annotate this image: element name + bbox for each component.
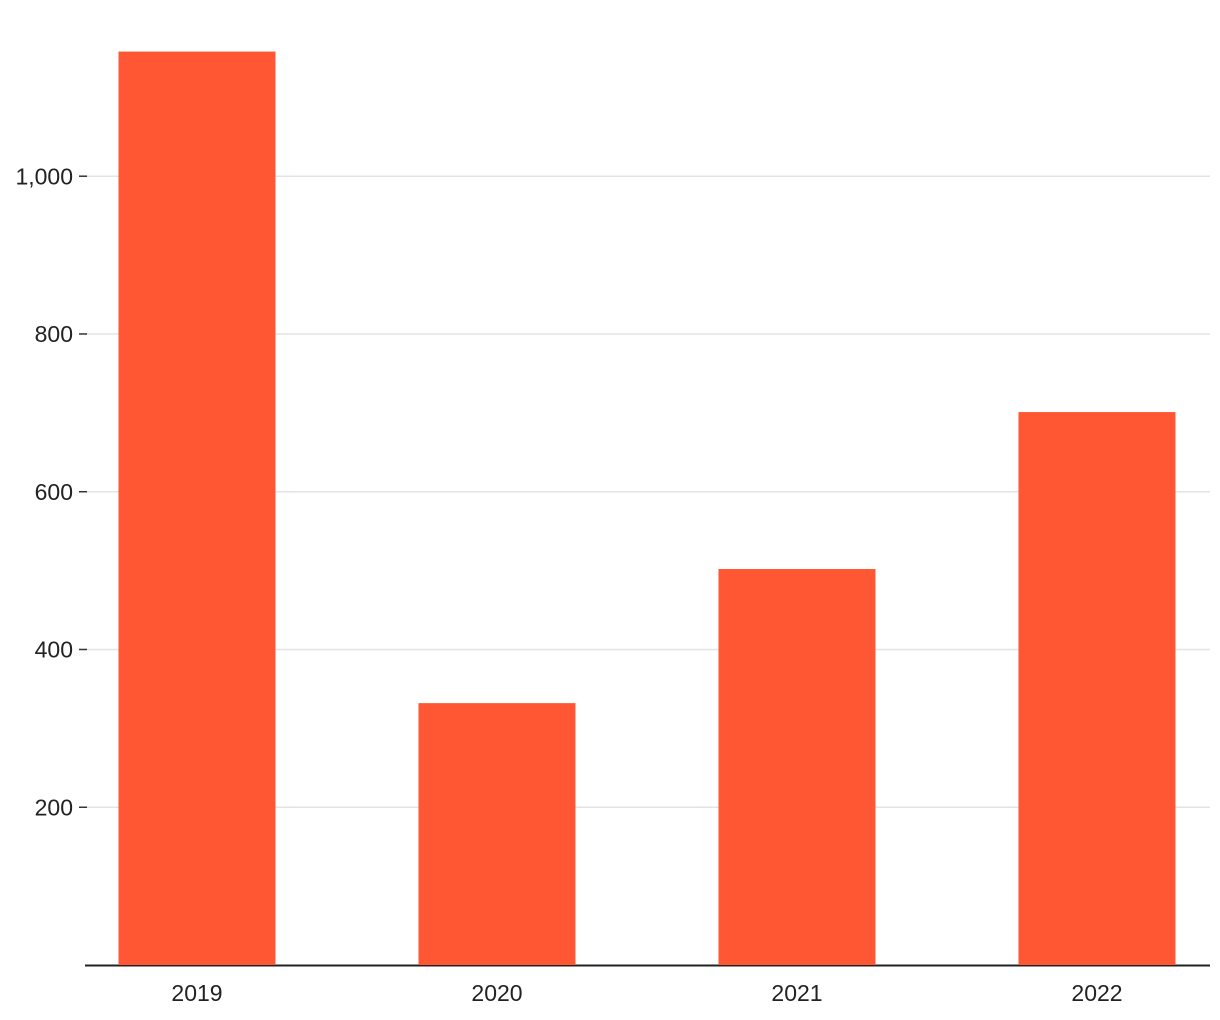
y-tick-label: 200 [35, 794, 73, 820]
x-tick-label: 2019 [171, 980, 222, 1006]
x-tick-label: 2022 [1071, 980, 1122, 1006]
x-tick-label: 2020 [471, 980, 522, 1006]
bar [418, 703, 576, 965]
y-tick-label: 1,000 [15, 163, 73, 189]
x-tick-label: 2021 [771, 980, 822, 1006]
bar [118, 51, 276, 966]
y-tick-label: 400 [35, 637, 73, 663]
y-tick-label: 600 [35, 479, 73, 505]
bar [718, 569, 876, 965]
bar [1018, 412, 1176, 965]
y-tick-label: 800 [35, 321, 73, 347]
